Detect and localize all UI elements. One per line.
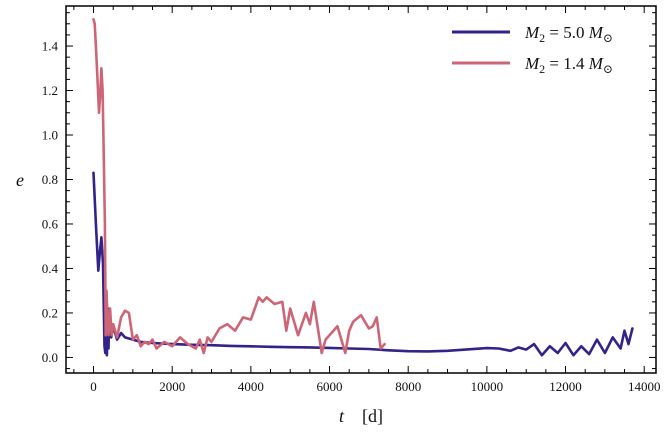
- series-group: [92, 17, 634, 357]
- y-tick-label: 0.0: [42, 350, 58, 365]
- legend: M2 = 5.0 M⊙ M2 = 1.4 M⊙: [452, 23, 613, 76]
- x-tick-label: 8000: [395, 379, 421, 394]
- x-tick-label: 6000: [317, 379, 343, 394]
- legend-label-0: M2 = 5.0 M⊙: [524, 23, 613, 45]
- x-axis-variable: t: [339, 406, 345, 426]
- plot-frame: [65, 5, 657, 374]
- x-tick-label: 14000: [628, 379, 661, 394]
- y-tick-label: 0.6: [42, 216, 59, 231]
- y-tick-label: 1.2: [42, 83, 58, 98]
- y-tick-label: 0.8: [42, 172, 58, 187]
- x-tick-label: 10000: [471, 379, 504, 394]
- x-tick-label: 12000: [549, 379, 582, 394]
- y-tick-label: 1.0: [42, 128, 58, 143]
- y-tick-label: 0.2: [42, 305, 58, 320]
- x-axis-label: t [d]: [339, 406, 383, 426]
- tick-group: 0 2000 4000 6000 8000 10000 12000 14000 0.0 0.2 0.…: [42, 6, 661, 394]
- series-line-0: [92, 171, 634, 357]
- y-axis-label: e: [16, 170, 24, 190]
- x-tick-label: 0: [90, 379, 97, 394]
- x-axis-unit: [d]: [362, 406, 383, 426]
- legend-label-1: M2 = 1.4 M⊙: [524, 54, 613, 76]
- x-tick-label: 4000: [238, 379, 264, 394]
- y-tick-label: 0.4: [42, 261, 59, 276]
- y-tick-label: 1.4: [42, 39, 59, 54]
- x-tick-label: 2000: [159, 379, 185, 394]
- series-line-1: [92, 17, 386, 355]
